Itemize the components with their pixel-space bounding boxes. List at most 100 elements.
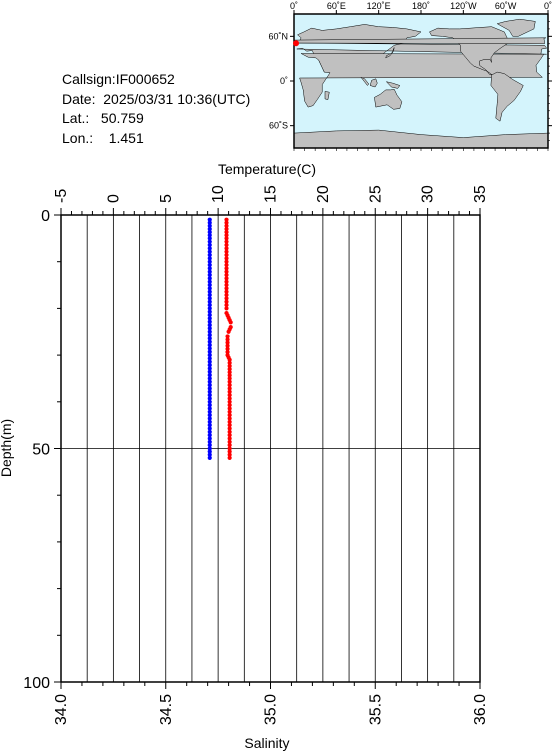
temperature-tick-label: 0 — [105, 194, 122, 203]
salinity-point — [207, 226, 212, 232]
landmass — [385, 47, 395, 59]
salinity-point — [207, 322, 212, 328]
salinity-point — [207, 276, 212, 281]
salinity-point — [207, 439, 212, 444]
salinity-point — [207, 396, 212, 401]
temperature-axis-title: Temperature(C) — [218, 161, 316, 177]
map-lon-label: 120˚W — [450, 1, 477, 11]
salinity-point — [207, 433, 212, 438]
salinity-point — [207, 353, 212, 358]
salinity-point — [207, 443, 212, 448]
salinity-tick-label: 34.5 — [158, 694, 175, 725]
map-lon-label: 0˚ — [290, 1, 298, 11]
landmass — [385, 81, 401, 89]
salinity-point — [207, 332, 212, 338]
salinity-point — [207, 406, 212, 411]
salinity-point — [207, 373, 212, 378]
temperature-point — [227, 416, 232, 421]
salinity-point — [207, 349, 212, 354]
salinity-point — [207, 246, 212, 251]
salinity-tick-label: 35.0 — [263, 694, 280, 725]
landmass — [374, 88, 403, 110]
salinity-point — [207, 339, 212, 344]
salinity-point — [207, 306, 212, 311]
temperature-point — [224, 269, 229, 274]
temperature-point — [227, 363, 232, 369]
temperature-point — [224, 306, 229, 311]
temperature-point — [227, 367, 232, 372]
temperature-point — [227, 452, 232, 457]
salinity-point — [207, 319, 212, 324]
temperature-point — [225, 343, 230, 348]
temperature-tick-label: -5 — [53, 189, 70, 203]
temperature-point — [227, 409, 232, 414]
temperature-point — [224, 256, 229, 261]
temperature-point — [227, 439, 232, 444]
depth-tick-label: 100 — [23, 675, 50, 692]
salinity-point — [207, 426, 212, 431]
map-land — [293, 18, 549, 149]
depth-tick-label: 0 — [41, 208, 50, 225]
temperature-point — [227, 446, 232, 451]
salinity-point — [207, 292, 212, 298]
temperature-point — [227, 455, 232, 460]
temperature-point — [224, 272, 229, 278]
salinity-point — [207, 342, 212, 348]
temperature-point — [227, 406, 232, 411]
salinity-point — [207, 289, 212, 294]
salinity-point — [207, 423, 212, 428]
temperature-point — [224, 266, 229, 271]
salinity-point — [207, 389, 212, 394]
temperature-point — [227, 357, 232, 362]
salinity-point — [207, 299, 212, 304]
temperature-point — [227, 373, 232, 378]
salinity-point — [207, 316, 212, 321]
float-position-marker — [293, 40, 300, 47]
salinity-point — [207, 272, 212, 278]
temperature-point — [227, 370, 232, 375]
salinity-point — [207, 302, 212, 308]
temperature-point — [225, 349, 230, 355]
depth-tick-label: 50 — [32, 442, 50, 459]
temperature-point — [224, 262, 229, 268]
temperature-point — [228, 320, 233, 325]
temperature-point — [227, 386, 232, 391]
salinity-point — [207, 279, 212, 284]
salinity-point — [207, 346, 212, 351]
map-lat-label: 60˚N — [268, 31, 288, 41]
temperature-point — [225, 334, 230, 339]
temperature-point — [227, 443, 232, 448]
temperature-point — [224, 230, 229, 235]
temperature-point — [224, 276, 229, 281]
salinity-point — [207, 296, 212, 301]
landmass — [369, 78, 378, 88]
temperature-point — [224, 292, 229, 298]
temperature-point — [224, 226, 229, 232]
salinity-tick-label: 36.0 — [472, 694, 489, 725]
temperature-point — [227, 393, 232, 398]
landmass — [490, 71, 524, 122]
temperature-point — [225, 346, 230, 351]
salinity-point — [207, 413, 212, 418]
temperature-tick-label: 10 — [210, 185, 227, 203]
salinity-point — [207, 446, 212, 451]
temperature-point — [224, 302, 229, 308]
temperature-point — [227, 426, 232, 431]
salinity-point — [207, 252, 212, 258]
date-text: Date: 2025/03/31 10:36(UTC) — [62, 90, 251, 107]
salinity-point — [207, 336, 212, 341]
salinity-point — [207, 436, 212, 441]
salinity-point — [207, 366, 212, 371]
temperature-point — [225, 340, 230, 345]
temperature-tick-label: 20 — [315, 185, 332, 203]
salinity-point — [207, 256, 212, 261]
temperature-profile — [224, 217, 233, 460]
world-map: 0˚ 60˚E 120˚E 180˚ 120˚W 60˚W 0˚ 60˚N 0˚ 60˚S — [268, 1, 552, 151]
salinity-point — [207, 220, 212, 225]
salinity-point — [207, 236, 212, 241]
salinity-point — [207, 233, 212, 238]
landmass — [299, 53, 545, 108]
temperature-point — [227, 396, 232, 401]
temperature-point — [224, 296, 229, 301]
